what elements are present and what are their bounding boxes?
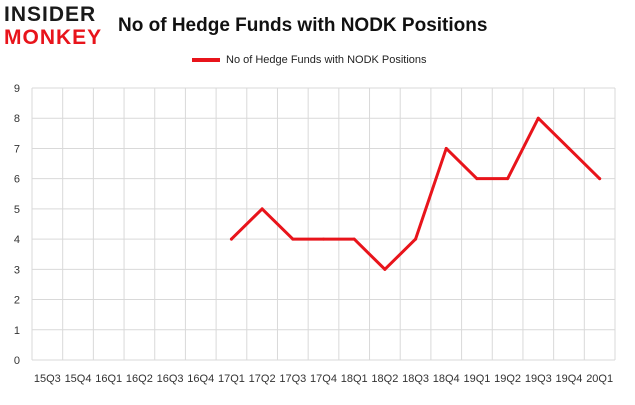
x-tick-label: 18Q3 bbox=[402, 373, 429, 385]
y-tick-label: 6 bbox=[14, 174, 20, 186]
y-tick-label: 9 bbox=[14, 83, 20, 95]
x-tick-label: 19Q1 bbox=[463, 373, 490, 385]
x-tick-label: 20Q1 bbox=[586, 373, 613, 385]
insider-monkey-logo: INSIDER MONKEY bbox=[4, 4, 116, 48]
data-point bbox=[291, 237, 295, 241]
data-point bbox=[383, 267, 387, 271]
data-point bbox=[260, 207, 264, 211]
data-point bbox=[414, 237, 418, 241]
x-tick-label: 15Q4 bbox=[65, 373, 92, 385]
y-tick-label: 8 bbox=[14, 113, 20, 125]
x-tick-label: 17Q3 bbox=[279, 373, 306, 385]
y-tick-label: 1 bbox=[14, 325, 20, 337]
y-tick-label: 5 bbox=[14, 204, 20, 216]
logo-text-monkey: MONKEY bbox=[4, 26, 103, 49]
chart-title: No of Hedge Funds with NODK Positions bbox=[118, 15, 488, 36]
y-tick-label: 3 bbox=[14, 264, 20, 276]
chart-legend: No of Hedge Funds with NODK Positions bbox=[192, 54, 427, 66]
data-point bbox=[444, 146, 448, 150]
legend-label: No of Hedge Funds with NODK Positions bbox=[226, 54, 427, 66]
y-tick-label: 4 bbox=[14, 234, 20, 246]
x-tick-label: 19Q2 bbox=[494, 373, 521, 385]
data-point bbox=[506, 177, 510, 181]
x-tick-label: 17Q4 bbox=[310, 373, 337, 385]
x-tick-label: 17Q2 bbox=[249, 373, 276, 385]
x-tick-label: 19Q4 bbox=[556, 373, 583, 385]
data-point bbox=[475, 177, 479, 181]
x-tick-label: 15Q3 bbox=[34, 373, 61, 385]
data-point bbox=[229, 237, 233, 241]
x-tick-label: 16Q4 bbox=[187, 373, 214, 385]
data-point bbox=[536, 116, 540, 120]
logo-text-insider: INSIDER bbox=[4, 3, 97, 26]
x-tick-label: 18Q1 bbox=[341, 373, 368, 385]
x-tick-label: 17Q1 bbox=[218, 373, 245, 385]
legend-swatch bbox=[192, 58, 220, 62]
x-tick-label: 19Q3 bbox=[525, 373, 552, 385]
data-point bbox=[322, 237, 325, 241]
x-tick-label: 16Q1 bbox=[95, 373, 122, 385]
data-point bbox=[598, 177, 602, 181]
data-point bbox=[567, 146, 571, 150]
y-tick-label: 2 bbox=[14, 295, 20, 307]
x-tick-label: 18Q4 bbox=[433, 373, 460, 385]
series-line bbox=[229, 116, 602, 271]
x-tick-label: 18Q2 bbox=[371, 373, 398, 385]
y-tick-label: 0 bbox=[14, 355, 20, 367]
x-tick-label: 16Q3 bbox=[157, 373, 184, 385]
x-tick-label: 16Q2 bbox=[126, 373, 153, 385]
y-tick-label: 7 bbox=[14, 143, 20, 155]
data-point bbox=[352, 237, 356, 241]
